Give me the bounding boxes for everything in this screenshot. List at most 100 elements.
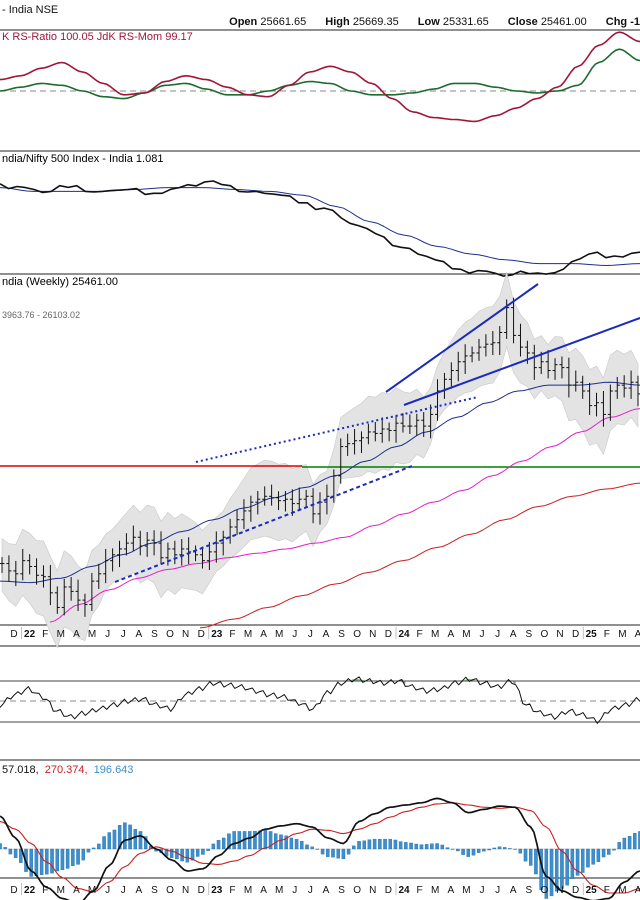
band-values: 3963.76 - 26103.02 <box>2 310 80 320</box>
price-bar <box>89 572 95 611</box>
x-tick-label: A <box>635 885 640 896</box>
ratio-legend: ndia/Nifty 500 Index - India 1.081 <box>2 153 163 165</box>
x-tick-label: J <box>292 885 297 896</box>
rs-ratio-line <box>0 31 640 123</box>
macd-histogram-bar <box>55 848 59 872</box>
price-bar <box>75 579 81 611</box>
price-bar <box>151 530 157 556</box>
macd-histogram-bar <box>138 831 143 850</box>
macd-histogram-bar <box>117 825 122 850</box>
x-tick-label: M <box>618 629 626 640</box>
macd-histogram-bar <box>341 848 346 860</box>
price-bar <box>635 375 640 407</box>
macd-histogram-bar <box>456 848 460 852</box>
macd-histogram-bar <box>331 848 335 858</box>
macd-histogram-bar <box>466 848 471 857</box>
macd-histogram-bar <box>102 836 106 850</box>
x-tick-label: O <box>166 885 174 896</box>
macd-histogram-bar <box>190 848 195 861</box>
wedge-lower-line <box>403 317 640 406</box>
oscillator-line <box>0 676 640 724</box>
macd-histogram-bar <box>34 848 39 877</box>
price-bar <box>96 563 102 590</box>
x-tick-label: M <box>88 885 96 896</box>
price-bar <box>27 554 33 575</box>
x-tick-label: J <box>308 629 313 640</box>
macd-histogram-bar <box>284 835 288 850</box>
x-tick-label: A <box>635 629 640 640</box>
macd-histogram-bar <box>430 843 434 850</box>
macd-panel <box>0 797 640 900</box>
price-bar <box>469 346 475 363</box>
price-bar <box>199 546 205 569</box>
macd-histogram-bar <box>508 848 512 850</box>
macd-histogram-bar <box>435 843 439 850</box>
price-bar <box>123 533 129 556</box>
price-bar <box>448 362 454 389</box>
macd-histogram-bar <box>409 842 413 850</box>
macd-histogram-bar <box>289 837 294 850</box>
macd-histogram-bar <box>607 848 611 855</box>
price-bar <box>476 338 482 361</box>
price-bar <box>386 422 392 442</box>
price-bar <box>144 531 150 557</box>
macd-histogram-bar <box>294 838 299 850</box>
price-bar <box>103 548 109 584</box>
price-bar <box>428 404 434 439</box>
ratio-line <box>0 180 640 277</box>
price-bar <box>545 350 551 379</box>
x-tick-label: M <box>275 885 283 896</box>
price-bar <box>110 548 116 572</box>
price-bar <box>158 531 164 565</box>
ohlc-readout: Open 25661.65 High 25669.35 Low 25331.65… <box>229 16 640 28</box>
macd-histogram-bar <box>60 848 65 871</box>
price-bar <box>68 577 74 601</box>
macd-histogram-bar <box>513 848 517 850</box>
macd-histogram-bar <box>404 842 408 850</box>
overbought-fill <box>355 679 360 681</box>
macd-histogram-bar <box>518 848 523 854</box>
x-tick-label: O <box>353 629 361 640</box>
macd-histogram-bar <box>227 833 231 850</box>
macd-histogram-bar <box>237 831 242 850</box>
x-tick-label: O <box>166 629 174 640</box>
price-bar <box>269 484 275 506</box>
x-tick-label: J <box>480 629 485 640</box>
x-tick-label: F <box>229 885 235 896</box>
price-bar <box>248 495 254 522</box>
price-bar <box>372 422 378 442</box>
price-bar <box>594 392 600 417</box>
macd-histogram-bar <box>112 829 117 850</box>
trendline-upper-dotted <box>195 396 479 463</box>
overbought-fill <box>373 681 377 682</box>
macd-histogram-bar <box>638 831 640 850</box>
macd-histogram-bar <box>445 847 450 850</box>
price-bar <box>241 499 247 530</box>
macd-histogram-bar <box>248 831 252 850</box>
macd-histogram-bar <box>253 830 257 850</box>
macd-histogram-bar <box>534 848 538 875</box>
x-tick-label: 22 <box>24 885 36 896</box>
macd-histogram-bar <box>71 848 75 866</box>
x-tick-label: A <box>260 629 267 640</box>
macd-histogram-bar <box>39 848 44 876</box>
macd-histogram-bar <box>86 848 91 853</box>
rs-legend: K RS-Ratio 100.05 JdK RS-Mom 99.17 <box>2 31 193 43</box>
macd-histogram-bar <box>554 848 559 892</box>
x-tick-label: M <box>57 885 65 896</box>
price-bar <box>393 414 399 443</box>
x-tick-label: S <box>338 885 345 896</box>
x-tick-label: J <box>495 629 500 640</box>
price-bar <box>483 334 489 357</box>
x-tick-label: S <box>338 629 345 640</box>
price-bar <box>559 356 565 379</box>
macd-histogram-bar <box>185 848 190 863</box>
x-tick-label: 22 <box>24 629 36 640</box>
x-tick-label: A <box>323 629 330 640</box>
x-tick-label: D <box>385 885 392 896</box>
price-bar <box>34 558 40 585</box>
price-bar <box>538 351 544 375</box>
price-bar <box>365 423 371 445</box>
macd-histogram-bar <box>419 844 424 850</box>
price-bar <box>303 489 309 508</box>
